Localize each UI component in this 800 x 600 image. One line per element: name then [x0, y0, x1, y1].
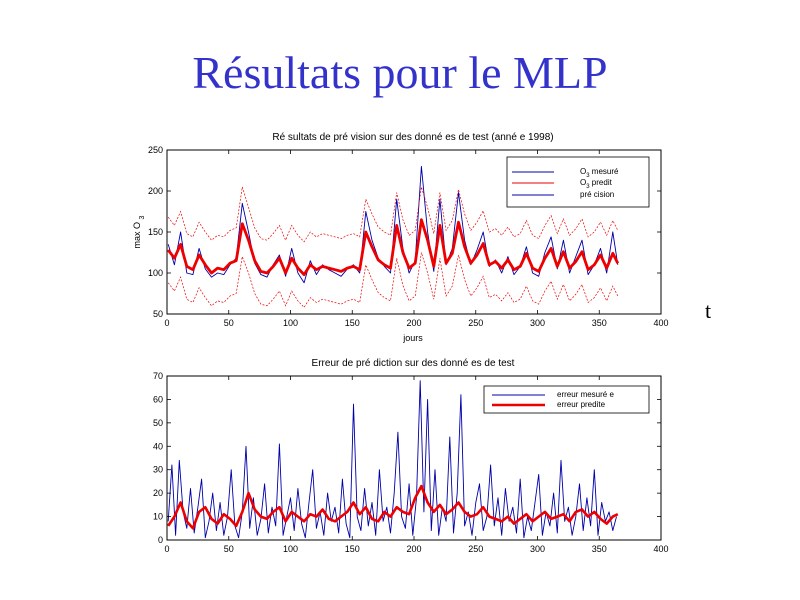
x-tick-label: 400: [653, 544, 668, 554]
legend: O3 mesuré O3 predit pré cision: [506, 156, 650, 208]
legend-box: [483, 385, 650, 414]
legend-label-predite: erreur predite: [557, 400, 606, 409]
legend-o: O: [580, 178, 586, 187]
x-tick-label: 300: [530, 544, 545, 554]
slide-title: Résultats pour le MLP: [192, 47, 608, 98]
series-line-1: [167, 484, 619, 530]
x-tick-label: 100: [283, 544, 298, 554]
chart-erreur: Erreur de pré diction sur des donné es d…: [166, 358, 662, 541]
y-axis-label-main: max O: [132, 222, 142, 249]
legend-o: O: [580, 167, 586, 176]
y-tick-label: 70: [153, 371, 163, 381]
y-tick-label: 250: [148, 145, 163, 155]
x-tick-label: 0: [164, 318, 169, 328]
legend-label-predit: O3 predit: [580, 178, 613, 190]
y-tick-label: 200: [148, 186, 163, 196]
series-line-0: [167, 165, 619, 284]
legend-box: [506, 156, 650, 208]
x-tick-label: 350: [592, 544, 607, 554]
plot-area: [167, 380, 619, 539]
y-axis-label: max O 3: [132, 215, 146, 248]
x-tick-label: 200: [406, 318, 421, 328]
y-tick-label: 50: [153, 418, 163, 428]
x-tick-label: 250: [468, 318, 483, 328]
x-tick-label: 50: [224, 544, 234, 554]
subscript: 3: [586, 184, 590, 190]
legend: erreur mesuré e erreur predite: [483, 385, 650, 414]
y-tick-label: 150: [148, 227, 163, 237]
x-tick-label: 150: [345, 318, 360, 328]
x-tick-label: 300: [530, 318, 545, 328]
x-tick-label: 200: [406, 544, 421, 554]
subscript: 3: [586, 173, 590, 179]
legend-label-precision: pré cision: [580, 190, 614, 199]
series-line-1: [167, 218, 620, 276]
chart-title: Erreur de pré diction sur des donné es d…: [312, 358, 515, 369]
legend-rest: predit: [590, 178, 613, 187]
y-tick-label: 100: [148, 268, 163, 278]
chart-prevision: Ré sultats de pré vision sur des donné e…: [132, 132, 662, 343]
x-tick-label: 350: [592, 318, 607, 328]
x-tick-label: 150: [345, 544, 360, 554]
chart-title: Ré sultats de pré vision sur des donné e…: [272, 132, 553, 143]
plot-area: [167, 165, 620, 308]
legend-label-mesuree: erreur mesuré e: [557, 390, 614, 399]
y-tick-label: 10: [153, 512, 163, 522]
series-precision-upper: [167, 186, 619, 243]
y-tick-label: 30: [153, 465, 163, 475]
y-tick-label: 0: [158, 535, 163, 545]
legend-rest: mesuré: [590, 167, 619, 176]
x-axis-label: jours: [402, 333, 423, 343]
x-tick-label: 0: [164, 544, 169, 554]
y-tick-label: 20: [153, 488, 163, 498]
y-tick-label: 50: [153, 309, 163, 319]
x-tick-label: 50: [224, 318, 234, 328]
y-tick-label: 40: [153, 441, 163, 451]
side-label: t: [705, 298, 712, 323]
y-tick-label: 60: [153, 394, 163, 404]
x-tick-label: 100: [283, 318, 298, 328]
legend-label-mesure: O3 mesuré: [580, 167, 619, 179]
x-tick-label: 400: [653, 318, 668, 328]
subscript: 3: [139, 215, 146, 219]
x-tick-label: 250: [468, 544, 483, 554]
